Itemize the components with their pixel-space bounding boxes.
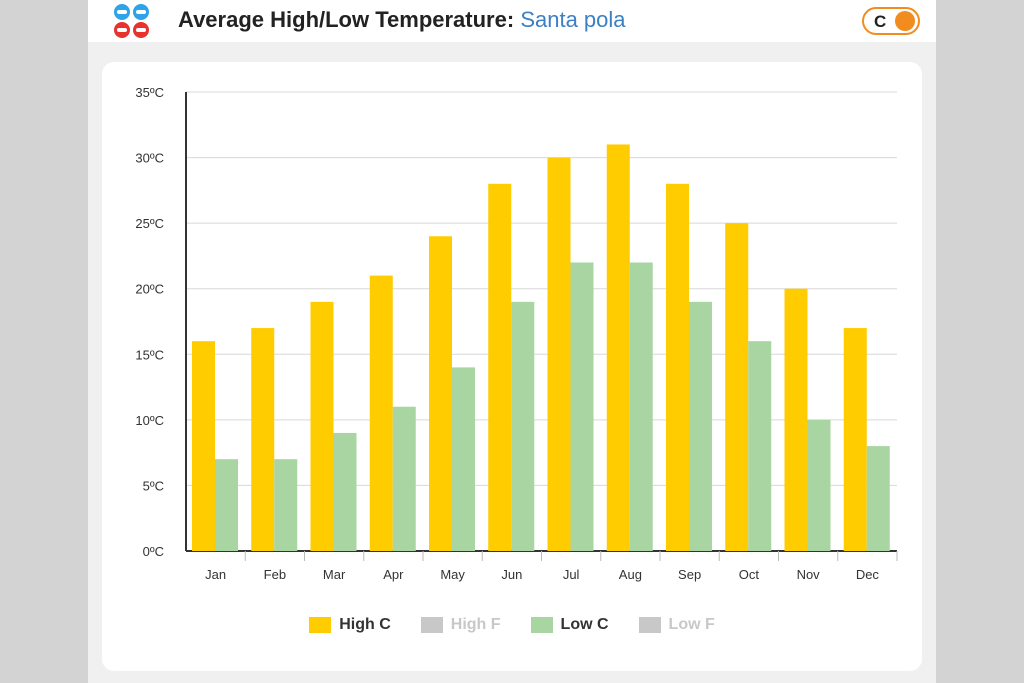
bar-low — [866, 446, 890, 551]
chart-legend: High C High F Low C Low F — [102, 616, 922, 634]
x-tick-label: Apr — [383, 567, 404, 582]
temperature-chart: 0ºC 5ºC 10ºC 15ºC 20ºC 25ºC 30ºC 35ºC Jan Feb Mar A… — [135, 85, 898, 582]
bar-low — [274, 459, 298, 551]
x-tick-label: Mar — [323, 567, 346, 582]
legend-label: Low F — [668, 616, 715, 633]
x-tick-label: Dec — [856, 567, 880, 582]
x-tick-label: Jan — [205, 567, 226, 582]
bar-high — [429, 236, 452, 551]
header: Average High/Low Temperature: Santa pola… — [88, 0, 936, 42]
bar-low — [748, 341, 772, 551]
bar-high — [666, 183, 689, 552]
bar-low — [689, 301, 712, 551]
y-tick-label: 15ºC — [135, 347, 164, 362]
bar-high — [251, 328, 275, 551]
bar-high — [310, 301, 334, 551]
bar-low — [215, 459, 238, 551]
legend-swatch — [530, 617, 553, 633]
x-tick-label: Sep — [678, 567, 701, 582]
bar-low — [392, 406, 416, 551]
legend-item[interactable]: Low F — [638, 616, 715, 634]
legend-swatch — [638, 617, 661, 633]
bar-high — [192, 341, 215, 551]
unit-toggle-label: C — [874, 12, 887, 31]
chart-card: 0ºC 5ºC 10ºC 15ºC 20ºC 25ºC 30ºC 35ºC Jan Feb Mar A… — [102, 62, 922, 671]
legend-label: Low C — [560, 616, 609, 633]
legend-swatch — [309, 617, 332, 633]
bar-high — [843, 328, 867, 551]
bar-high — [784, 288, 808, 551]
page-title: Average High/Low Temperature: Santa pola — [178, 7, 626, 33]
y-tick-label: 10ºC — [135, 413, 164, 428]
y-tick-label: 20ºC — [135, 282, 164, 297]
x-tick-label: Feb — [264, 567, 286, 582]
toggle-knob-icon — [895, 11, 915, 31]
bar-low — [570, 262, 594, 551]
x-tick-label: Nov — [797, 567, 821, 582]
y-tick-label: 5ºC — [143, 478, 164, 493]
x-tick-label: Jun — [501, 567, 522, 582]
x-tick-label: Aug — [619, 567, 642, 582]
legend-label: High F — [450, 616, 501, 633]
y-tick-label: 30ºC — [135, 151, 164, 166]
x-tick-label: May — [440, 567, 465, 582]
bar-high — [547, 157, 571, 552]
bar-high — [725, 223, 749, 551]
y-tick-label: 35ºC — [135, 85, 164, 100]
legend-swatch — [420, 617, 443, 633]
bar-low — [333, 432, 357, 551]
bar-low — [452, 367, 475, 551]
y-tick-label: 0ºC — [143, 544, 164, 559]
bar-high — [369, 275, 393, 551]
bar-high — [606, 144, 630, 551]
bar-low — [511, 301, 535, 551]
legend-label: High C — [339, 616, 391, 633]
temperature-units-icon — [114, 4, 149, 38]
y-tick-label: 25ºC — [135, 216, 164, 231]
title-text: Average High/Low Temperature: — [178, 7, 515, 32]
bar-high — [488, 183, 512, 552]
x-tick-label: Jul — [563, 567, 580, 582]
bar-low — [807, 419, 831, 551]
legend-item[interactable]: Low C — [530, 616, 609, 634]
bar-low — [629, 262, 653, 551]
unit-toggle[interactable]: C — [862, 7, 920, 35]
legend-item[interactable]: High F — [420, 616, 501, 634]
legend-item[interactable]: High C — [309, 616, 391, 634]
main-panel: Average High/Low Temperature: Santa pola… — [88, 0, 936, 683]
x-tick-label: Oct — [739, 567, 760, 582]
location-name: Santa pola — [520, 7, 626, 32]
